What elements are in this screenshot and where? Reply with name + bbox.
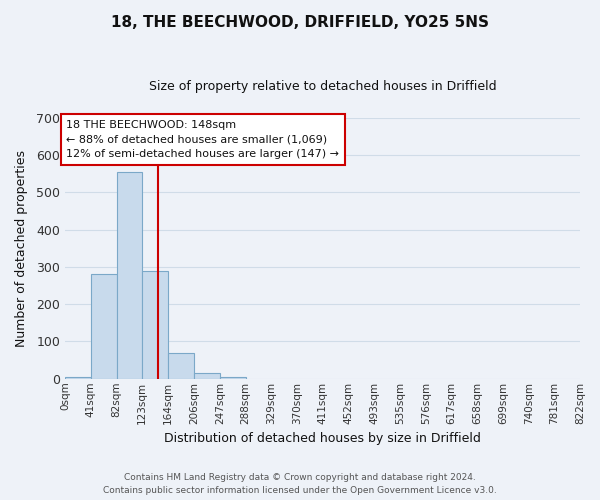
Bar — [65, 377, 91, 379]
Text: Contains HM Land Registry data © Crown copyright and database right 2024.
Contai: Contains HM Land Registry data © Crown c… — [103, 473, 497, 495]
X-axis label: Distribution of detached houses by size in Driffield: Distribution of detached houses by size … — [164, 432, 481, 445]
Bar — [142, 270, 168, 379]
Bar — [168, 354, 194, 379]
Text: 18, THE BEECHWOOD, DRIFFIELD, YO25 5NS: 18, THE BEECHWOOD, DRIFFIELD, YO25 5NS — [111, 15, 489, 30]
Y-axis label: Number of detached properties: Number of detached properties — [15, 150, 28, 347]
Text: 18 THE BEECHWOOD: 148sqm
← 88% of detached houses are smaller (1,069)
12% of sem: 18 THE BEECHWOOD: 148sqm ← 88% of detach… — [67, 120, 340, 159]
Bar — [91, 274, 116, 379]
Title: Size of property relative to detached houses in Driffield: Size of property relative to detached ho… — [149, 80, 496, 93]
Bar — [194, 373, 220, 379]
Bar — [116, 172, 142, 379]
Bar — [220, 377, 245, 379]
